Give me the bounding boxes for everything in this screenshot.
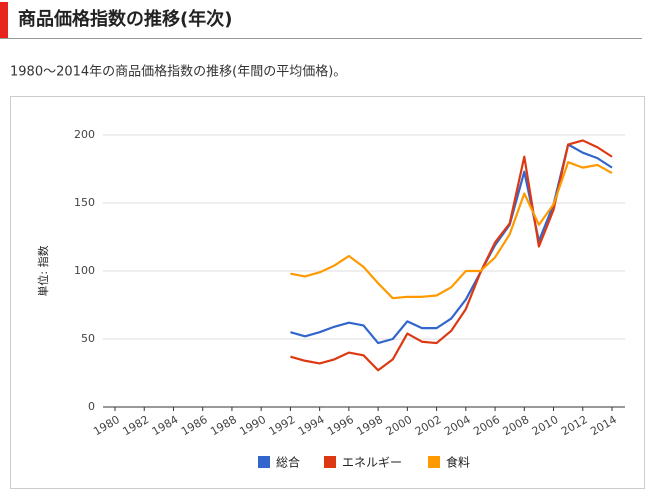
description: 1980～2014年の商品価格指数の推移(年間の平均価格)。 <box>10 64 346 80</box>
y-axis-label: 単位: 指数 <box>36 245 50 296</box>
chart-frame <box>10 96 645 489</box>
header-accent <box>0 2 8 38</box>
legend-label: エネルギー <box>342 456 402 470</box>
y-tick-label: 100 <box>74 264 95 277</box>
series-line <box>290 161 613 300</box>
y-tick-label: 50 <box>81 332 95 345</box>
legend-label: 総合 <box>276 455 300 470</box>
legend-swatch <box>428 456 440 468</box>
y-tick-label: 150 <box>74 196 95 209</box>
y-tick-label: 0 <box>88 400 95 413</box>
legend-label: 食料 <box>446 455 470 470</box>
page-title: 商品価格指数の推移(年次) <box>18 8 232 30</box>
legend-swatch <box>324 456 336 468</box>
y-tick-label: 200 <box>74 128 95 141</box>
legend-swatch <box>258 456 270 468</box>
